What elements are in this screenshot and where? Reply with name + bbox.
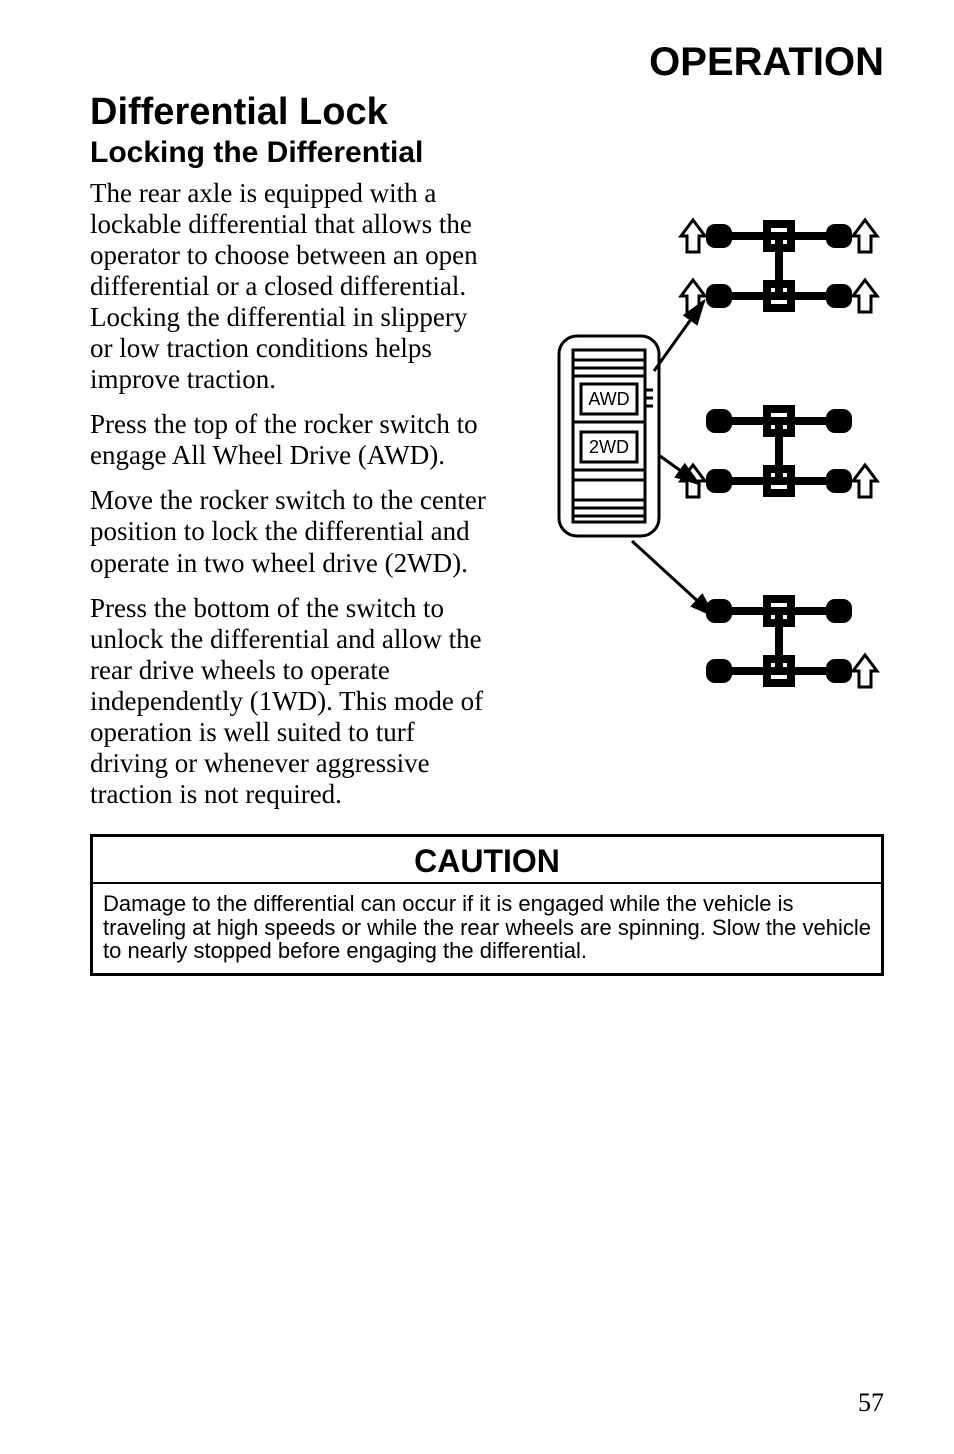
paragraph: Press the top of the rocker switch to en… [90, 409, 494, 471]
subsection-title: Locking the Differential [90, 136, 884, 170]
awd-icon [681, 220, 877, 312]
pointer-1wd [632, 541, 714, 616]
drive-mode-diagram: AWD 2WD [514, 196, 884, 756]
content-row: The rear axle is equipped with a lockabl… [90, 178, 884, 824]
page: OPERATION Differential Lock Locking the … [0, 0, 954, 1454]
section-title: Differential Lock [90, 91, 884, 134]
one-wd-icon [706, 599, 877, 687]
paragraph: Press the bottom of the switch to unlock… [90, 593, 494, 810]
switch-awd-label: AWD [588, 389, 629, 409]
caution-body: Damage to the differential can occur if … [93, 884, 881, 973]
caution-heading: CAUTION [93, 837, 881, 884]
caution-box: CAUTION Damage to the differential can o… [90, 834, 884, 976]
paragraph: The rear axle is equipped with a lockabl… [90, 178, 494, 395]
chapter-title: OPERATION [90, 40, 884, 85]
two-wd-icon [681, 409, 877, 497]
rocker-switch-icon: AWD 2WD [559, 336, 659, 536]
figure-column: AWD 2WD [514, 178, 884, 761]
pointer-awd [654, 301, 704, 371]
switch-2wd-label: 2WD [589, 437, 629, 457]
page-number: 57 [858, 1388, 884, 1418]
body-column: The rear axle is equipped with a lockabl… [90, 178, 494, 824]
paragraph: Move the rocker switch to the center pos… [90, 485, 494, 578]
